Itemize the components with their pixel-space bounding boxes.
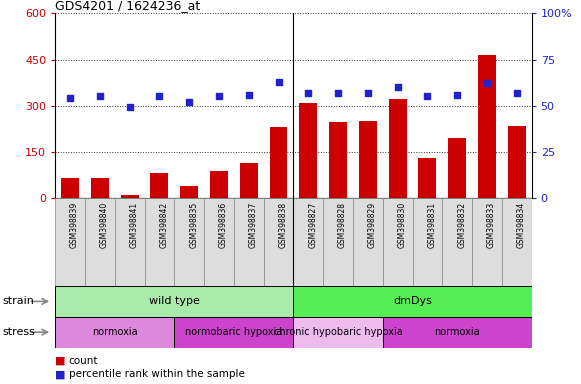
FancyBboxPatch shape	[293, 198, 323, 286]
FancyBboxPatch shape	[234, 198, 264, 286]
Bar	[449, 138, 466, 198]
FancyBboxPatch shape	[442, 198, 472, 286]
Text: GSM398831: GSM398831	[428, 202, 436, 248]
FancyBboxPatch shape	[174, 317, 293, 348]
FancyBboxPatch shape	[115, 198, 145, 286]
Bar	[91, 178, 109, 198]
Text: GDS4201 / 1624236_at: GDS4201 / 1624236_at	[55, 0, 200, 12]
Point	[66, 95, 75, 101]
FancyBboxPatch shape	[55, 286, 293, 317]
Text: ■: ■	[55, 356, 66, 366]
Text: wild type: wild type	[149, 296, 200, 306]
Point	[363, 89, 372, 96]
Text: GSM398840: GSM398840	[100, 202, 109, 248]
Text: GSM398839: GSM398839	[70, 202, 79, 248]
Text: GSM398830: GSM398830	[397, 202, 407, 248]
FancyBboxPatch shape	[145, 198, 174, 286]
FancyBboxPatch shape	[293, 317, 383, 348]
Text: chronic hypobaric hypoxia: chronic hypobaric hypoxia	[274, 327, 403, 337]
FancyBboxPatch shape	[174, 198, 204, 286]
Text: dmDys: dmDys	[393, 296, 432, 306]
FancyBboxPatch shape	[293, 286, 532, 317]
Point	[125, 104, 134, 111]
Text: GSM398832: GSM398832	[457, 202, 466, 248]
Point	[393, 84, 402, 90]
Bar	[299, 103, 317, 198]
Point	[185, 99, 194, 105]
Text: GSM398842: GSM398842	[159, 202, 168, 248]
Bar	[240, 163, 258, 198]
Text: GSM398837: GSM398837	[249, 202, 258, 248]
Text: GSM398829: GSM398829	[368, 202, 377, 248]
FancyBboxPatch shape	[264, 198, 293, 286]
Text: percentile rank within the sample: percentile rank within the sample	[69, 369, 245, 379]
Text: count: count	[69, 356, 98, 366]
FancyBboxPatch shape	[502, 198, 532, 286]
FancyBboxPatch shape	[383, 198, 413, 286]
Point	[333, 89, 343, 96]
Text: ■: ■	[55, 369, 66, 379]
Bar	[61, 178, 79, 198]
Point	[155, 93, 164, 99]
Point	[482, 80, 492, 86]
Bar	[210, 171, 228, 198]
Point	[214, 93, 224, 99]
FancyBboxPatch shape	[413, 198, 442, 286]
Text: normoxia: normoxia	[435, 327, 480, 337]
Point	[274, 79, 283, 85]
Text: GSM398841: GSM398841	[130, 202, 139, 248]
Text: GSM398835: GSM398835	[189, 202, 198, 248]
Text: strain: strain	[3, 296, 35, 306]
FancyBboxPatch shape	[383, 317, 532, 348]
FancyBboxPatch shape	[55, 317, 174, 348]
Text: GSM398838: GSM398838	[278, 202, 288, 248]
FancyBboxPatch shape	[323, 198, 353, 286]
Point	[244, 91, 253, 98]
FancyBboxPatch shape	[472, 198, 502, 286]
Text: normoxia: normoxia	[92, 327, 138, 337]
Point	[304, 89, 313, 96]
Bar	[121, 195, 139, 198]
Point	[423, 93, 432, 99]
FancyBboxPatch shape	[353, 198, 383, 286]
Text: GSM398827: GSM398827	[309, 202, 317, 248]
Point	[453, 91, 462, 98]
Bar	[418, 158, 436, 198]
FancyBboxPatch shape	[204, 198, 234, 286]
Bar	[359, 121, 376, 198]
Point	[512, 89, 521, 96]
Bar	[270, 127, 288, 198]
Bar	[508, 126, 526, 198]
FancyBboxPatch shape	[55, 198, 85, 286]
FancyBboxPatch shape	[85, 198, 115, 286]
Text: GSM398833: GSM398833	[487, 202, 496, 248]
Text: GSM398828: GSM398828	[338, 202, 347, 248]
Bar	[150, 173, 168, 198]
Text: GSM398836: GSM398836	[219, 202, 228, 248]
Text: GSM398834: GSM398834	[517, 202, 526, 248]
Bar	[329, 122, 347, 198]
Bar	[478, 55, 496, 198]
Bar	[180, 186, 198, 198]
Text: stress: stress	[3, 327, 36, 337]
Point	[95, 93, 105, 99]
Text: normobaric hypoxia: normobaric hypoxia	[185, 327, 282, 337]
Bar	[389, 99, 407, 198]
